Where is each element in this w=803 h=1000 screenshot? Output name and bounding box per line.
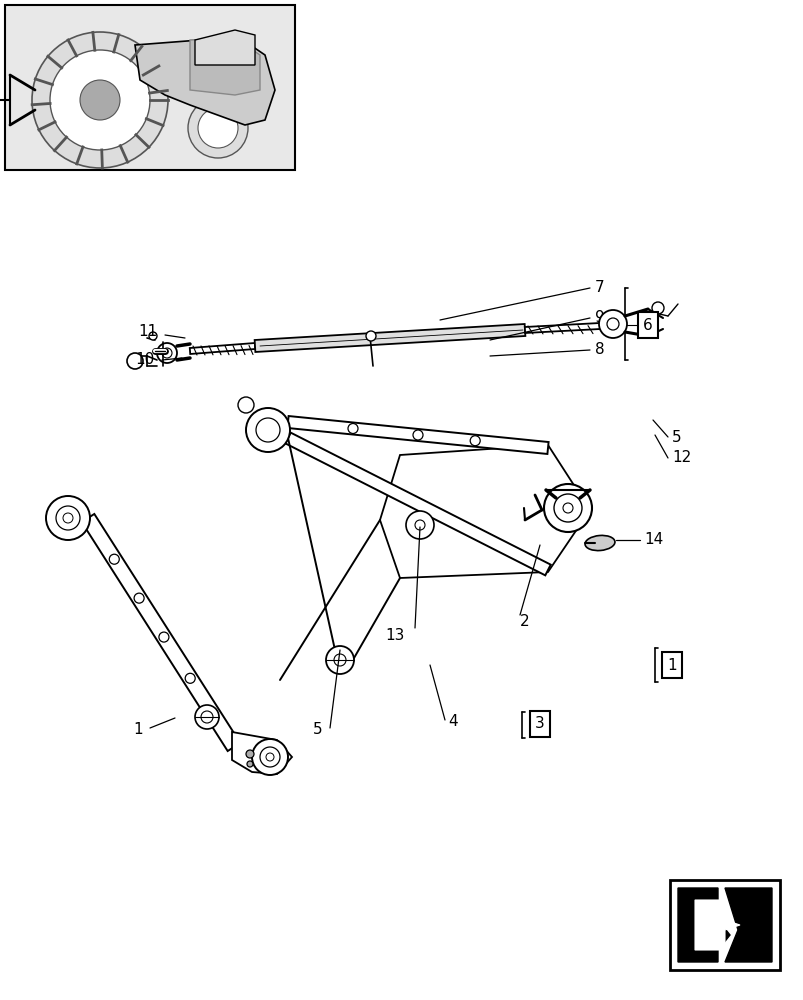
Circle shape [365,331,376,341]
Circle shape [651,302,663,314]
Circle shape [246,750,254,758]
Circle shape [247,761,253,767]
Circle shape [32,32,168,168]
Polygon shape [190,38,259,95]
Circle shape [598,310,626,338]
Circle shape [251,739,287,775]
Circle shape [470,436,479,446]
Polygon shape [82,514,240,751]
Circle shape [159,632,169,642]
Circle shape [333,654,345,666]
Bar [5,5,295,170]
Circle shape [50,50,150,150]
Circle shape [157,343,177,363]
Polygon shape [190,343,255,354]
Circle shape [195,705,218,729]
Circle shape [80,80,120,120]
Polygon shape [255,324,524,352]
Circle shape [606,318,618,330]
Circle shape [238,397,254,413]
Circle shape [149,332,157,340]
Circle shape [198,108,238,148]
Polygon shape [380,445,589,578]
Polygon shape [135,38,275,125]
Text: 3: 3 [535,716,544,732]
Text: 7: 7 [594,280,604,296]
Circle shape [414,520,425,530]
Text: 10: 10 [136,353,155,367]
Circle shape [413,430,422,440]
Circle shape [348,424,357,434]
Circle shape [201,711,213,723]
Circle shape [56,506,80,530]
Ellipse shape [585,535,614,551]
Circle shape [207,708,217,718]
Circle shape [46,496,90,540]
Polygon shape [195,30,255,65]
Text: 6: 6 [642,318,652,332]
Text: 4: 4 [447,714,457,730]
Polygon shape [285,433,550,575]
Polygon shape [232,732,291,774]
Polygon shape [694,900,739,950]
Polygon shape [724,888,771,962]
Text: 11: 11 [139,324,158,340]
Text: 12: 12 [671,450,691,466]
Polygon shape [287,416,548,454]
Circle shape [544,484,591,532]
Circle shape [406,511,434,539]
Text: 8: 8 [594,342,604,358]
Circle shape [161,348,172,358]
Text: 13: 13 [385,628,405,643]
Circle shape [255,418,279,442]
Text: 9: 9 [594,310,604,326]
Text: 2: 2 [520,614,529,630]
Circle shape [266,753,274,761]
Circle shape [134,593,144,603]
Text: 5: 5 [313,722,323,738]
Circle shape [109,554,119,564]
Circle shape [259,747,279,767]
Circle shape [127,353,143,369]
Circle shape [325,646,353,674]
Circle shape [63,513,73,523]
Circle shape [553,494,581,522]
Circle shape [188,98,247,158]
Bar [669,880,779,970]
Polygon shape [524,323,599,333]
Polygon shape [677,888,729,962]
Text: 14: 14 [643,532,662,548]
Circle shape [185,673,195,683]
Text: 1: 1 [133,722,143,738]
Text: 1: 1 [666,658,676,672]
Text: 5: 5 [671,430,681,444]
Circle shape [562,503,573,513]
Circle shape [246,408,290,452]
